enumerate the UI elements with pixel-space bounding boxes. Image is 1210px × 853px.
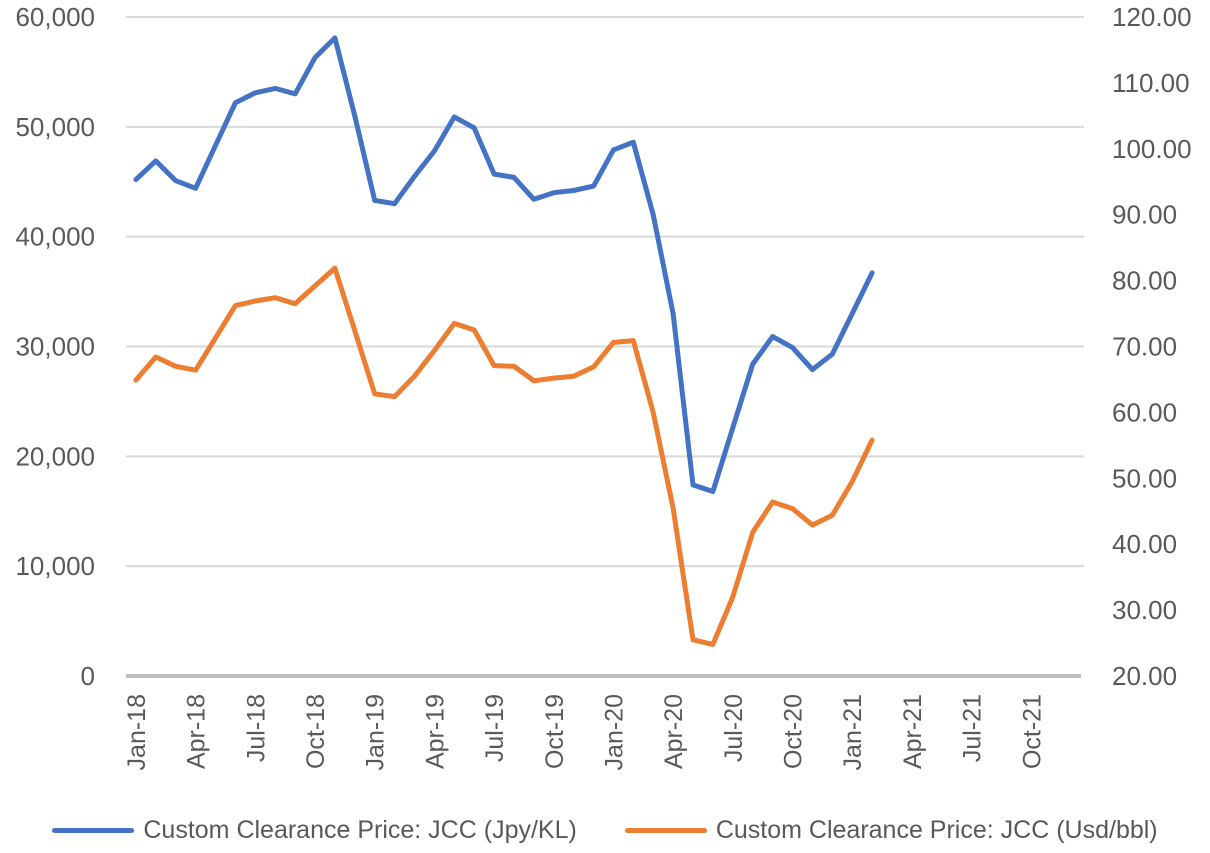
legend-item-jpy: Custom Clearance Price: JCC (Jpy/KL) bbox=[52, 816, 577, 845]
x-axis-tick-label: Apr-18 bbox=[183, 694, 211, 769]
x-axis-tick-label: Jan-18 bbox=[123, 694, 151, 770]
x-axis-tick-label: Apr-20 bbox=[660, 694, 688, 769]
y-axis-tick-label-right: 30.00 bbox=[1112, 595, 1177, 625]
y-axis-tick-label-left: 20,000 bbox=[15, 441, 95, 471]
y-axis-tick-label-right: 50.00 bbox=[1112, 463, 1177, 493]
y-axis-tick-label-right: 120.00 bbox=[1112, 2, 1192, 32]
x-axis-tick-label: Jan-21 bbox=[839, 694, 867, 770]
series-line-usd bbox=[133, 265, 875, 647]
y-axis-tick-label-left: 0 bbox=[81, 661, 95, 691]
y-axis-tick-label-right: 110.00 bbox=[1112, 68, 1190, 98]
x-axis-tick-label: Apr-21 bbox=[899, 694, 927, 769]
x-axis-tick-label: Jul-20 bbox=[720, 694, 748, 762]
x-axis-tick-label: Jul-19 bbox=[481, 694, 509, 762]
y-axis-tick-label-left: 30,000 bbox=[15, 332, 95, 362]
x-axis-tick-label: Jul-18 bbox=[242, 694, 270, 762]
x-axis-tick-label: Jan-20 bbox=[600, 694, 628, 770]
y-axis-tick-label-left: 60,000 bbox=[15, 2, 95, 32]
series-line-jpy bbox=[133, 35, 875, 494]
x-axis-tick-label: Jul-21 bbox=[959, 694, 987, 762]
y-axis-tick-label-right: 90.00 bbox=[1112, 200, 1177, 230]
y-axis-tick-label-left: 50,000 bbox=[15, 112, 95, 142]
y-axis-tick-label-left: 40,000 bbox=[15, 222, 95, 252]
legend-swatch-jpy bbox=[52, 828, 135, 833]
x-axis-tick-label: Oct-18 bbox=[302, 694, 330, 769]
y-axis-tick-label-right: 60.00 bbox=[1112, 397, 1177, 427]
y-axis-tick-label-right: 40.00 bbox=[1112, 529, 1177, 559]
legend-swatch-usd bbox=[624, 828, 707, 833]
legend-label-usd: Custom Clearance Price: JCC (Usd/bbl) bbox=[715, 816, 1158, 844]
y-axis-tick-label-right: 100.00 bbox=[1112, 134, 1192, 164]
y-axis-tick-label-right: 20.00 bbox=[1112, 661, 1177, 691]
chart-legend: Custom Clearance Price: JCC (Jpy/KL) Cus… bbox=[0, 816, 1210, 845]
x-axis-tick-label: Apr-19 bbox=[421, 694, 449, 769]
legend-item-usd: Custom Clearance Price: JCC (Usd/bbl) bbox=[624, 816, 1158, 845]
y-axis-tick-label-right: 80.00 bbox=[1112, 266, 1177, 296]
chart-plot-area: 60,000 50,000 40,000 30,000 20,000 10,000 0 120… bbox=[15, 2, 1192, 770]
x-axis-tick-label: Oct-21 bbox=[1018, 694, 1046, 769]
y-axis-tick-label-left: 10,000 bbox=[15, 551, 95, 581]
y-axis-tick-label-right: 70.00 bbox=[1112, 332, 1177, 362]
x-axis-tick-label: Jan-19 bbox=[362, 694, 390, 770]
x-axis-tick-label: Oct-19 bbox=[541, 694, 569, 769]
x-axis-tick-label: Oct-20 bbox=[780, 694, 808, 769]
legend-label-jpy: Custom Clearance Price: JCC (Jpy/KL) bbox=[143, 816, 577, 844]
